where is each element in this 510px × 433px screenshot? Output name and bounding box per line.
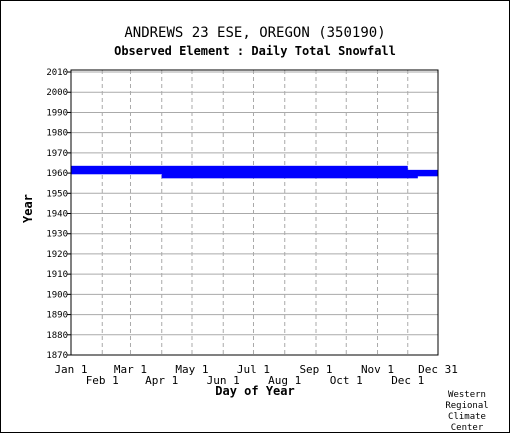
data-coverage-bar bbox=[71, 167, 408, 171]
x-tick-label: Jan 1 bbox=[54, 363, 87, 376]
credit-line-1: Western bbox=[448, 390, 486, 400]
y-tick-label: 2000 bbox=[46, 88, 68, 98]
y-tick-label: 2010 bbox=[46, 68, 68, 78]
data-coverage-bar bbox=[161, 173, 438, 177]
y-tick-label: 1950 bbox=[46, 189, 68, 199]
y-tick-label: 1940 bbox=[46, 210, 68, 220]
data-coverage-bar bbox=[71, 169, 438, 173]
credit-line-2: Regional bbox=[445, 401, 489, 411]
y-tick-label: 1870 bbox=[46, 351, 68, 361]
x-axis-label: Day of Year bbox=[215, 384, 295, 398]
x-tick-label: May 1 bbox=[175, 363, 208, 376]
chart-subtitle: Observed Element : Daily Total Snowfall bbox=[114, 44, 396, 58]
data-coverage-bar bbox=[71, 165, 408, 169]
data-coverage-bar bbox=[161, 175, 418, 179]
x-tick-label: Apr 1 bbox=[145, 374, 178, 387]
y-tick-label: 1960 bbox=[46, 169, 68, 179]
x-tick-label: Jun 1 bbox=[207, 374, 240, 387]
x-tick-label: Aug 1 bbox=[268, 374, 301, 387]
credit-line-3: Climate bbox=[448, 412, 486, 422]
x-tick-label: Dec 31 bbox=[418, 363, 458, 376]
credit-line-4: Center bbox=[450, 423, 484, 433]
x-tick-label: Feb 1 bbox=[86, 374, 119, 387]
plot-border bbox=[70, 69, 439, 356]
y-tick-label: 1920 bbox=[46, 250, 68, 260]
x-tick-label: Oct 1 bbox=[330, 374, 363, 387]
data-coverage-bar bbox=[71, 171, 438, 175]
y-tick-label: 1970 bbox=[46, 149, 68, 159]
x-tick-label: Sep 1 bbox=[299, 363, 332, 376]
y-tick-label: 1880 bbox=[46, 331, 68, 341]
x-tick-label: Jul 1 bbox=[237, 363, 270, 376]
y-tick-label: 1980 bbox=[46, 129, 68, 139]
y-tick-label: 1890 bbox=[46, 311, 68, 321]
x-tick-label: Mar 1 bbox=[114, 363, 147, 376]
x-tick-label: Nov 1 bbox=[361, 363, 394, 376]
chart-title: ANDREWS 23 ESE, OREGON (350190) bbox=[124, 25, 386, 41]
credit: Western Regional Climate Center bbox=[437, 390, 497, 433]
y-tick-label: 1990 bbox=[46, 108, 68, 118]
y-tick-label: 1900 bbox=[46, 290, 68, 300]
y-tick-label: 1930 bbox=[46, 230, 68, 240]
x-tick-label: Dec 1 bbox=[391, 374, 424, 387]
y-tick-label: 1910 bbox=[46, 270, 68, 280]
